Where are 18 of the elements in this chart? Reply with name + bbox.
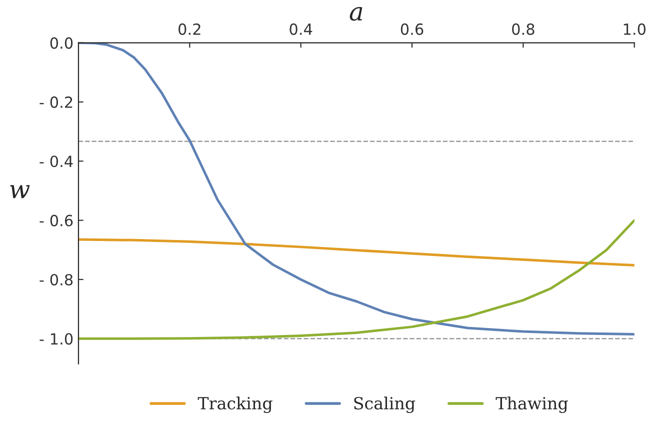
- x-tick-label: 0.8: [512, 23, 534, 35]
- y-tick-label: - 0.2: [40, 96, 72, 108]
- y-tick-label: - 0.4: [40, 156, 73, 168]
- x-tick-label: 0.6: [400, 23, 424, 35]
- y-axis-title: w: [10, 185, 30, 198]
- legend-label: Scaling: [354, 396, 416, 413]
- y-tick-label: - 1.0: [40, 333, 73, 345]
- line-series: [78, 238, 634, 267]
- line-series: [78, 219, 634, 340]
- x-tick-label: 1.0: [624, 23, 646, 35]
- y-tick-label: 0.0: [50, 37, 73, 49]
- x-tick-label: 0.2: [178, 23, 200, 35]
- legend-label: Tracking: [198, 396, 272, 413]
- x-axis-title: a: [350, 7, 362, 21]
- legend-label: Thawing: [496, 396, 568, 413]
- y-tick-label: - 0.6: [40, 214, 73, 226]
- y-tick-label: - 0.8: [40, 274, 73, 286]
- x-tick-label: 0.4: [290, 23, 312, 35]
